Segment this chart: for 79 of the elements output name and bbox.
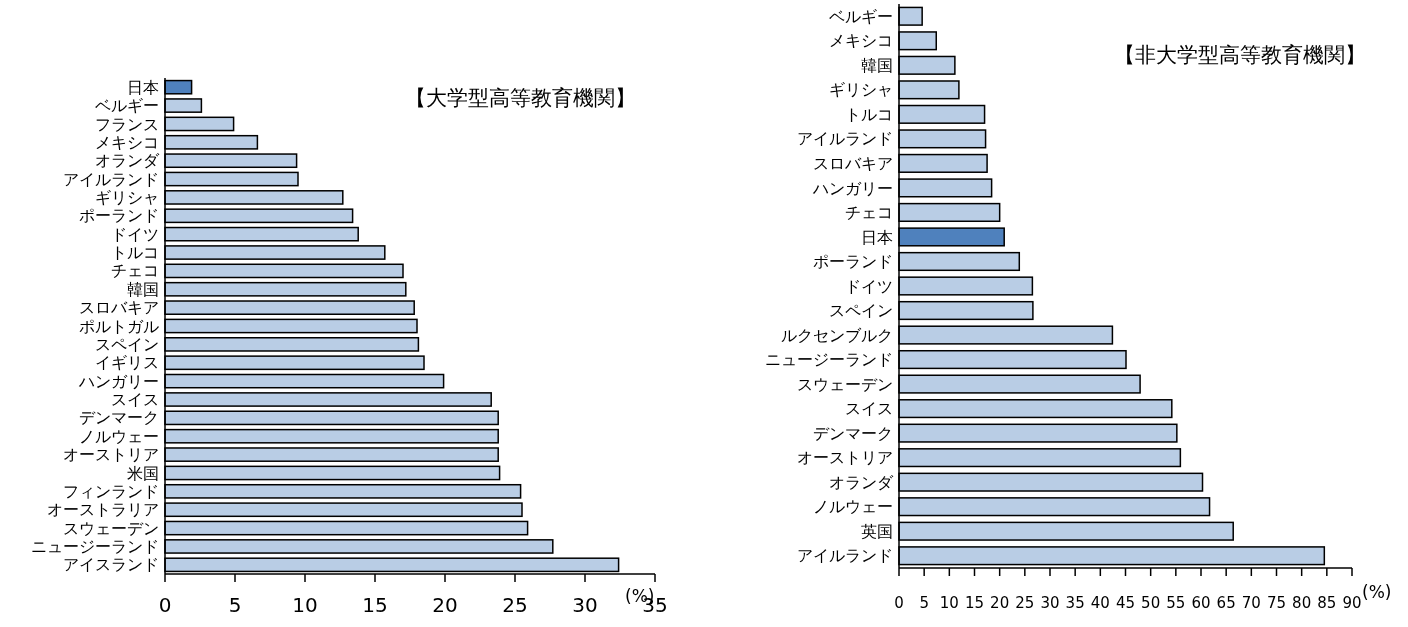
x-tick-label: 90 [1342, 594, 1362, 612]
x-tick-label: 5 [228, 593, 242, 617]
x-tick-label: 50 [1141, 594, 1161, 612]
x-tick-label: 65 [1216, 594, 1236, 612]
y-tick-label: スペイン [95, 334, 159, 354]
x-tick-label: 15 [362, 593, 388, 617]
x-tick-label: 40 [1090, 594, 1110, 612]
y-tick-label: ノルウェー [813, 497, 893, 517]
y-tick-label: スペイン [829, 301, 893, 321]
y-tick-label: オーストリア [797, 448, 893, 468]
y-tick-label: ベルギー [829, 6, 893, 26]
x-tick-label: 30 [1040, 594, 1060, 612]
y-tick-label: メキシコ [829, 31, 893, 51]
x-tick-label: 10 [292, 593, 318, 617]
y-tick-label: オーストリア [63, 445, 159, 465]
y-tick-label: 日本 [861, 227, 893, 247]
y-tick-label: ドイツ [111, 224, 159, 244]
y-tick-label: アイスランド [63, 555, 159, 575]
x-tick-label: 55 [1166, 594, 1186, 612]
y-tick-label: スイス [111, 390, 159, 410]
y-tick-label: ベルギー [95, 96, 159, 116]
x-tick-label: 45 [1115, 594, 1136, 612]
x-axis-title: (%) [1362, 582, 1392, 602]
y-tick-label: 日本 [127, 77, 159, 97]
y-tick-label: メキシコ [95, 132, 159, 152]
x-tick-label: 10 [939, 594, 959, 612]
y-tick-label: 米国 [127, 463, 159, 483]
y-tick-label: ハンガリー [812, 178, 893, 198]
y-tick-label: ポーランド [79, 206, 159, 226]
x-tick-label: 75 [1266, 594, 1287, 612]
chart-title: 【大学型高等教育機関】 [404, 86, 636, 110]
y-tick-label: デンマーク [79, 408, 159, 428]
x-tick-label: 15 [964, 594, 985, 612]
y-tick-label: 英国 [861, 521, 893, 541]
y-tick-label: ニュージーランド [765, 350, 893, 370]
y-tick-label: アイルランド [797, 546, 893, 566]
x-tick-label: 0 [894, 594, 904, 612]
y-tick-label: ニュージーランド [31, 537, 159, 557]
y-tick-label: ポーランド [813, 252, 893, 272]
y-tick-label: ギリシャ [829, 80, 893, 100]
y-tick-label: フランス [95, 114, 159, 134]
y-tick-label: スロバキア [79, 298, 159, 318]
x-tick-label: 30 [572, 593, 598, 617]
y-tick-label: フィンランド [63, 481, 159, 501]
y-tick-label: ルクセンブルク [781, 325, 893, 345]
x-tick-label: 20 [990, 594, 1010, 612]
y-tick-label: チェコ [111, 261, 159, 281]
x-tick-label: 0 [158, 593, 172, 617]
x-tick-label: 25 [1015, 594, 1035, 612]
y-tick-label: アイルランド [63, 169, 159, 189]
x-tick-label: 80 [1292, 594, 1312, 612]
y-tick-label: トルコ [845, 104, 893, 124]
y-tick-label: スロバキア [813, 153, 893, 173]
x-tick-label: 20 [432, 593, 458, 617]
y-tick-label: オランダ [95, 151, 160, 171]
text: 【非大学型高等教育機関】 [1114, 43, 1366, 67]
y-tick-label: スイス [845, 399, 893, 419]
y-tick-label: ドイツ [845, 276, 893, 296]
x-tick-label: 35 [1065, 594, 1085, 612]
y-tick-label: 韓国 [861, 55, 893, 75]
y-tick-label: ノルウェー [79, 426, 159, 446]
y-tick-label: アイルランド [797, 129, 893, 149]
y-tick-label: オランダ [829, 472, 894, 492]
y-tick-label: スウェーデン [797, 374, 893, 394]
y-tick-label: イギリス [95, 353, 159, 373]
y-tick-label: スウェーデン [63, 518, 159, 538]
x-tick-label: 60 [1191, 594, 1211, 612]
y-tick-label: チェコ [845, 203, 893, 223]
x-tick-label: 85 [1317, 594, 1337, 612]
x-tick-label: 25 [502, 593, 528, 617]
x-tick-label: 70 [1241, 594, 1261, 612]
y-tick-label: トルコ [111, 243, 159, 263]
y-tick-label: デンマーク [813, 423, 893, 443]
y-tick-label: ハンガリー [78, 371, 159, 391]
x-tick-label: 5 [919, 594, 929, 612]
y-tick-label: ギリシャ [95, 188, 159, 208]
y-tick-label: 韓国 [127, 279, 159, 299]
y-tick-label: ポルトガル [79, 316, 159, 336]
y-tick-label: オーストラリア [47, 500, 159, 520]
